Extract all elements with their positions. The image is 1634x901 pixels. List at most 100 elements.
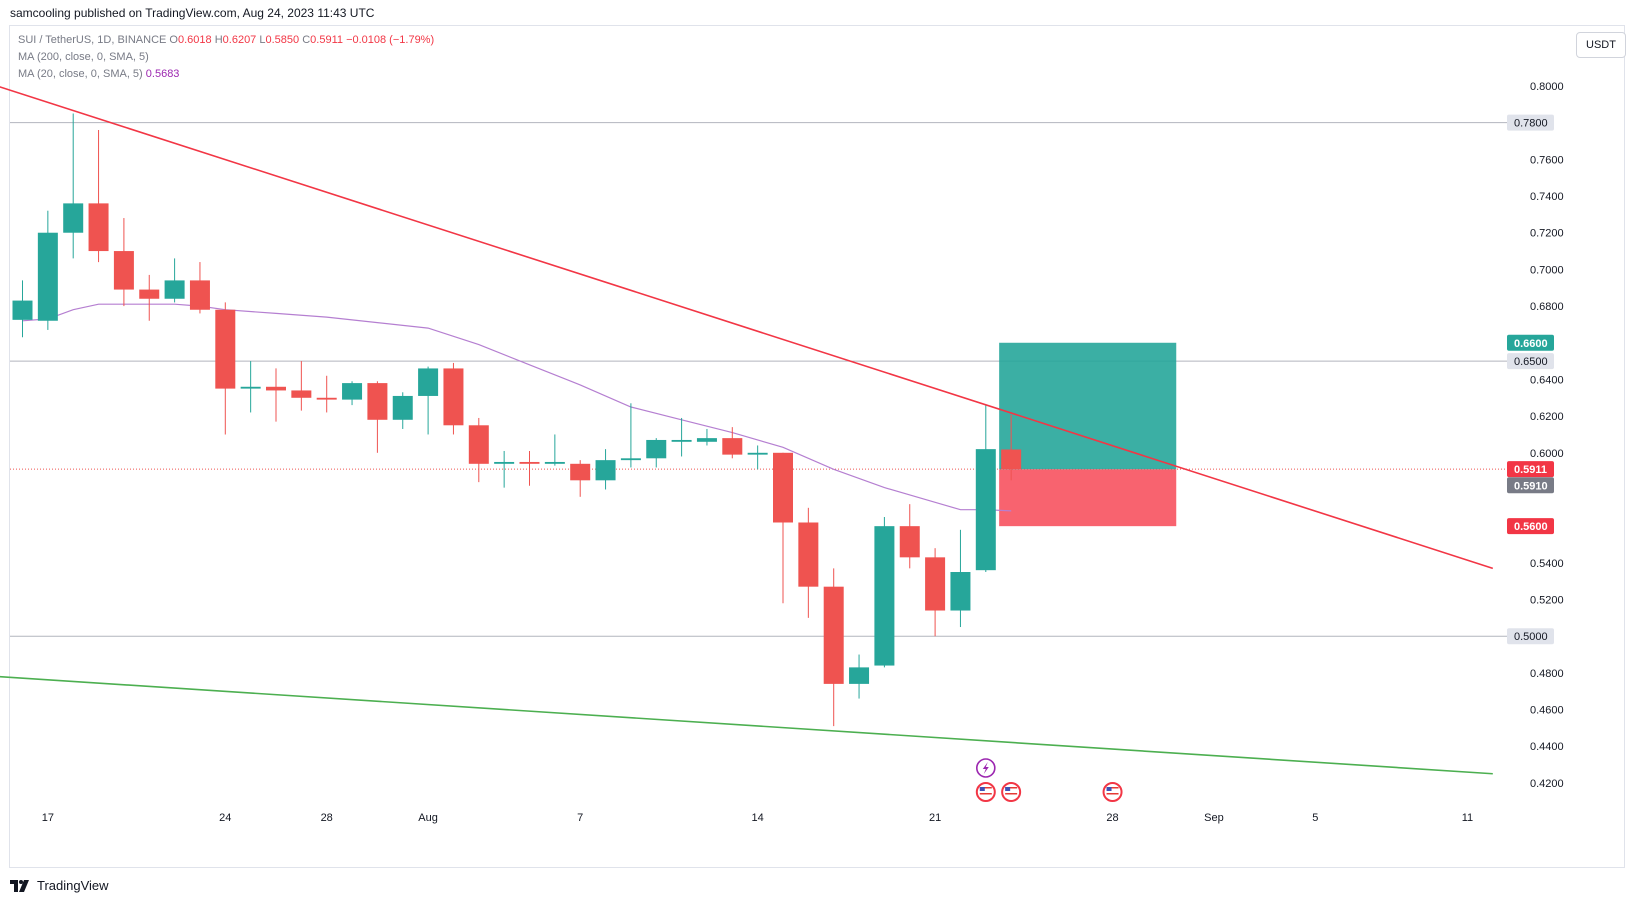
- flag-stripe: [1005, 793, 1018, 795]
- price-tick-label: 0.4600: [1530, 705, 1564, 717]
- legend-close: 0.5911: [310, 34, 343, 46]
- footer-brand-label: TradingView: [37, 878, 109, 893]
- flag-stripe: [979, 796, 992, 798]
- candle-body: [443, 368, 464, 426]
- price-label: 0.5910: [1514, 480, 1548, 492]
- legend-low: 0.5850: [265, 34, 300, 46]
- price-tick-label: 0.8000: [1530, 81, 1564, 93]
- price-tick-label: 0.7400: [1530, 191, 1564, 203]
- candle-body: [519, 461, 540, 464]
- price-axis: 0.8000 0.7600 0.7400 0.7200 0.7000 0.6800 0.64…: [1507, 81, 1564, 790]
- time-tick-label: 28: [321, 812, 333, 824]
- candle-body: [215, 309, 236, 389]
- hline-price-label: 0.5000: [1514, 631, 1548, 643]
- long-position-tool: [999, 342, 1177, 527]
- legend-symbol[interactable]: SUI / TetherUS, 1D, BINANCE: [18, 34, 167, 46]
- stop-zone: [999, 469, 1177, 527]
- legend-change: −0.0108 (−1.79%): [346, 34, 435, 46]
- flag-canton: [1005, 787, 1011, 791]
- legend-open: 0.6018: [177, 34, 212, 46]
- price-tick-label: 0.7200: [1530, 228, 1564, 240]
- candle-body: [849, 667, 870, 684]
- candle-body: [418, 368, 439, 396]
- candle-body: [773, 452, 793, 523]
- flag-stripe: [979, 793, 992, 795]
- legend-ma200-label: MA (200, close, 0, SMA, 5): [18, 51, 149, 63]
- flag-ring: [975, 782, 996, 802]
- candle-body: [925, 557, 946, 611]
- price-tick-label: 0.4400: [1530, 741, 1564, 753]
- ma20-line: [22, 303, 1012, 512]
- legend-ma20[interactable]: MA (20, close, 0, SMA, 5) 0.5683: [18, 68, 179, 80]
- legend-l-label: L: [259, 34, 266, 46]
- price-tick-label: 0.6200: [1530, 411, 1564, 423]
- time-tick-label: 21: [929, 812, 941, 824]
- price-label-box: [1507, 518, 1554, 535]
- candle-body: [392, 395, 413, 420]
- trendline-resistance: [0, 86, 1494, 570]
- candle-body: [494, 461, 515, 464]
- candle-body: [595, 460, 616, 481]
- candle-body: [975, 449, 996, 571]
- candle-body: [63, 203, 84, 233]
- candle-body: [570, 463, 591, 481]
- candle-body: [722, 438, 743, 455]
- trendline-support: [0, 675, 1493, 775]
- candle-body: [468, 425, 489, 464]
- price-tick-label: 0.7000: [1530, 264, 1564, 276]
- time-axis: 17 24 28 Aug 7 14 21 28 Sep 5 11: [42, 812, 1473, 824]
- time-tick-label: 17: [42, 812, 54, 824]
- candle-body: [342, 383, 363, 400]
- candle-body: [37, 232, 58, 321]
- legend-o-label: O: [169, 34, 178, 46]
- currency-button[interactable]: USDT: [1576, 32, 1626, 58]
- candle-body: [696, 438, 717, 442]
- legend-ma200[interactable]: MA (200, close, 0, SMA, 5): [18, 51, 149, 63]
- price-label: 0.6600: [1514, 338, 1548, 350]
- bolt-glyph: [982, 762, 989, 774]
- price-label: 0.5600: [1514, 521, 1548, 533]
- hline-price-label: 0.6500: [1514, 356, 1548, 368]
- tradingview-logo-icon: [10, 879, 29, 892]
- candle-body: [88, 203, 109, 252]
- legend-high: 0.6207: [222, 34, 257, 46]
- time-tick-label: 24: [219, 812, 231, 824]
- price-tick-label: 0.7600: [1530, 154, 1564, 166]
- candle-body: [113, 251, 134, 290]
- flag-canton: [979, 787, 985, 791]
- hline-price-box: [1507, 353, 1554, 370]
- target-zone: [999, 342, 1177, 470]
- price-tick-label: 0.4200: [1530, 778, 1564, 790]
- candle-body: [899, 526, 920, 558]
- flag-stripe: [1106, 787, 1119, 789]
- price-label-box: [1507, 461, 1554, 478]
- candle-body: [620, 458, 641, 461]
- hline-price-box: [1507, 114, 1554, 131]
- flag-ring: [1102, 782, 1123, 802]
- candle-body: [189, 280, 210, 310]
- hline-price-box: [1507, 628, 1554, 645]
- time-tick-label: 7: [577, 812, 583, 824]
- candle-body: [12, 300, 33, 320]
- horizontal-lines-layer: [10, 122, 1507, 637]
- time-tick-label: 28: [1106, 812, 1118, 824]
- candle-body: [950, 572, 971, 611]
- price-tick-label: 0.5200: [1530, 595, 1564, 607]
- flag-stripe: [1005, 787, 1018, 789]
- candle-body: [367, 383, 388, 420]
- candle-body: [316, 397, 337, 400]
- flag-stripe: [1005, 790, 1018, 792]
- flag-stripe: [979, 790, 992, 792]
- footer-brand[interactable]: TradingView: [10, 878, 109, 893]
- price-tick-label: 0.6400: [1530, 374, 1564, 386]
- candle-body: [240, 386, 261, 389]
- price-label-box: [1507, 477, 1554, 494]
- time-tick-label: 14: [752, 812, 764, 824]
- chart-frame: [9, 25, 1625, 868]
- price-label: 0.5911: [1514, 464, 1547, 476]
- hline-price-label: 0.7800: [1514, 118, 1548, 130]
- candle-body: [266, 386, 286, 391]
- legend-h-label: H: [214, 34, 223, 46]
- candle-body: [798, 522, 819, 587]
